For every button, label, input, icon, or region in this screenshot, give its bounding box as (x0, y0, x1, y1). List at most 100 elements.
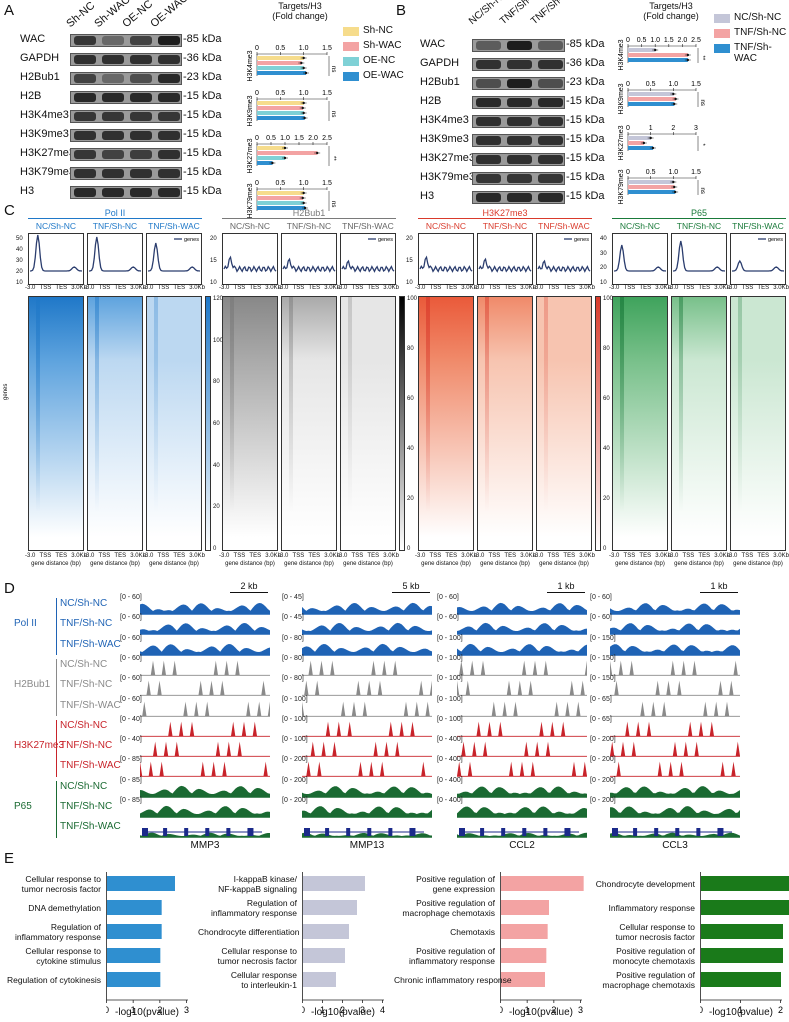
profile-xticks: -3.0 TSS TES 3.0Kb (25, 285, 87, 291)
bar-title: Targets/H3 (649, 1, 693, 11)
track-label: TNF/Sh-WAC (60, 821, 121, 833)
gene-model (459, 828, 579, 836)
heatmap-xticks: -3.0 TSS TES 3.0Kb (84, 553, 146, 559)
heatmap (418, 296, 474, 551)
x-tick-label: 2 (778, 1005, 783, 1015)
mini-bar-chart: 0 1 2 3 * H3K27me3 (618, 125, 705, 161)
xtick-label: TSS (623, 553, 636, 559)
xtick-label: -3.0 (474, 285, 485, 291)
xtick-label: TES (249, 285, 262, 291)
gene-name: CCL3 (662, 840, 688, 851)
xtick-label: -3.0 (143, 553, 154, 559)
heatmap-xlabel: gene distance (bp) (149, 561, 199, 567)
mini-bar-chart: 0 0.5 1.0 1.5 ns H3K9me3 (247, 90, 336, 127)
heatmap-xlabel: gene distance (bp) (480, 561, 530, 567)
heatmap-xticks: -3.0 TSS TES 3.0Kb (219, 553, 281, 559)
blot-band (476, 136, 501, 145)
xtick-label: 3.0Kb (579, 285, 595, 291)
track-range: [0 - 100] (437, 654, 463, 662)
kda-label: -85 kDa (566, 38, 605, 50)
xtick-label: 3.0Kb (189, 285, 205, 291)
track-range: [0 - 85] (120, 776, 142, 784)
condition-label: NC/Sh-NC (619, 221, 661, 231)
signal-area (140, 623, 270, 635)
colorbar-tick: 60 (603, 396, 610, 402)
profile-xticks: -3.0 TSS TES 3.0Kb (337, 285, 399, 291)
signal-area (302, 701, 432, 716)
track-range: [0 - 150] (590, 675, 616, 683)
track-label: NC/Sh-NC (60, 780, 108, 792)
go-bar (107, 876, 175, 891)
bar (257, 196, 303, 200)
scalebar (230, 592, 268, 593)
heatmap-xticks: -3.0 TSS TES 3.0Kb (533, 553, 595, 559)
profile-frame (612, 233, 668, 285)
signal-track (610, 721, 740, 737)
track-range: [0 - 40] (120, 736, 142, 744)
xtick-label: -3.0 (415, 285, 426, 291)
profile-ytick: 10 (210, 280, 217, 286)
heatmap (281, 296, 337, 551)
axis-tick-label: 1 (649, 125, 653, 132)
profile-xticks: -3.0 TSS TES 3.0Kb (415, 285, 477, 291)
signal-track (610, 680, 740, 696)
track-range: [0 - 60] (120, 594, 142, 601)
xtick-label: TES (249, 553, 262, 559)
heatmap-tss-signal (426, 297, 430, 550)
signal-area (457, 806, 587, 818)
signal-area (140, 721, 270, 737)
axis-tick-label: 0 (626, 169, 630, 176)
heatmap-tss-signal (154, 297, 158, 550)
x-axis-label: -log10(pvalue) (709, 1007, 773, 1018)
blot-strip (472, 134, 565, 147)
profile-plot (418, 233, 474, 285)
gene-exon (163, 828, 168, 836)
xtick-label: TES (55, 285, 68, 291)
heatmap (340, 296, 396, 551)
track-group-label: H3K27me3 (14, 740, 65, 752)
profile-line (732, 259, 785, 272)
signal-area (302, 833, 432, 838)
signal-area (140, 643, 270, 655)
colorbar-tick: 120 (213, 296, 224, 302)
condition-label: NC/Sh-NC (425, 221, 467, 231)
blot-band (538, 193, 563, 202)
gene-name: CCL2 (509, 840, 535, 851)
blot-band (507, 60, 532, 69)
signal-track (140, 660, 270, 676)
track-range: [0 - 60] (120, 675, 142, 683)
blot-strip (472, 115, 565, 128)
go-bar (303, 972, 336, 987)
signal-track (610, 832, 740, 838)
track-range: [0 - 60] (120, 614, 142, 622)
xtick-label: 3.0Kb (324, 285, 340, 291)
blot-band (130, 150, 152, 159)
signal-track (140, 833, 270, 838)
xtick-label: -3.0 (219, 285, 230, 291)
blot-band (507, 155, 532, 164)
xtick-label: -3.0 (337, 553, 348, 559)
signal-area (302, 741, 432, 757)
track-range: [0 - 45] (282, 594, 304, 601)
blot-band (158, 131, 180, 140)
blot-row-label: H2Bub1 (420, 76, 460, 88)
track-range: [0 - 80] (282, 654, 304, 662)
axis-tick-label: 1.5 (294, 135, 304, 142)
sig-label: ns (330, 111, 336, 117)
bar-group-label: H3K79me3 (618, 169, 625, 204)
mini-bar-chart: 0 0.5 1.0 1.5 ns H3K9me3 (618, 81, 705, 115)
blot-row-label: H2B (20, 90, 42, 102)
signal-area (610, 741, 740, 757)
blot-band (158, 150, 180, 159)
xtick-label: TSS (351, 553, 364, 559)
blot-band (538, 155, 563, 164)
axis-tick-label: 0.5 (266, 135, 276, 142)
xtick-label: 3.0Kb (189, 553, 205, 559)
profile-xticks: -3.0 TSS TES 3.0Kb (533, 285, 595, 291)
blot-band (538, 60, 563, 69)
kda-label: -15 kDa (566, 171, 605, 183)
go-bar (303, 876, 365, 891)
signal-track (302, 785, 432, 798)
xtick-label: -3.0 (533, 553, 544, 559)
kda-label: -23 kDa (183, 71, 222, 83)
